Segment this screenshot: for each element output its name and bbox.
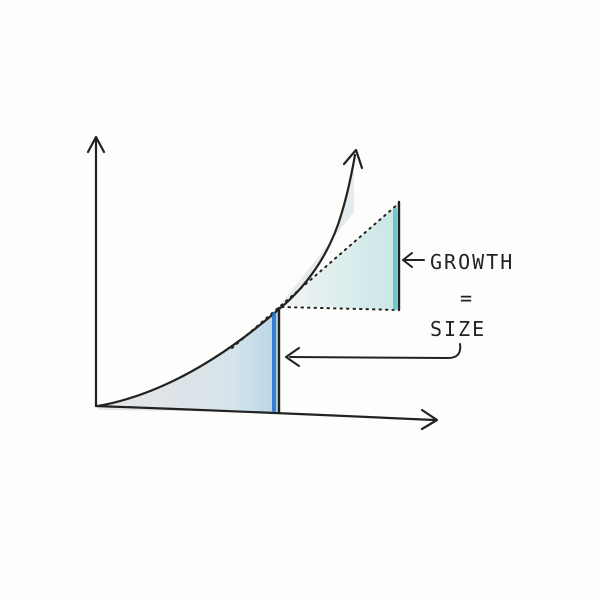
growth-label: GROWTH: [430, 250, 515, 274]
size-pointer-arrowhead: [285, 347, 300, 367]
tangent-line: [231, 203, 399, 349]
y-axis-arrowhead: [86, 135, 106, 154]
equals-label: =: [460, 286, 475, 310]
horizontal-dotted-line: [281, 306, 399, 311]
area-under-curve: [98, 310, 278, 412]
x-axis-arrowhead: [420, 408, 439, 431]
growth-triangle-shading: [280, 204, 398, 310]
size-pointer-arrow: [289, 343, 462, 360]
growth-curve: [96, 153, 357, 408]
size-label: SIZE: [430, 317, 487, 341]
growth-pointer-arrowhead: [402, 252, 413, 268]
curve-arrowhead: [342, 148, 364, 170]
x-axis: [94, 404, 436, 422]
